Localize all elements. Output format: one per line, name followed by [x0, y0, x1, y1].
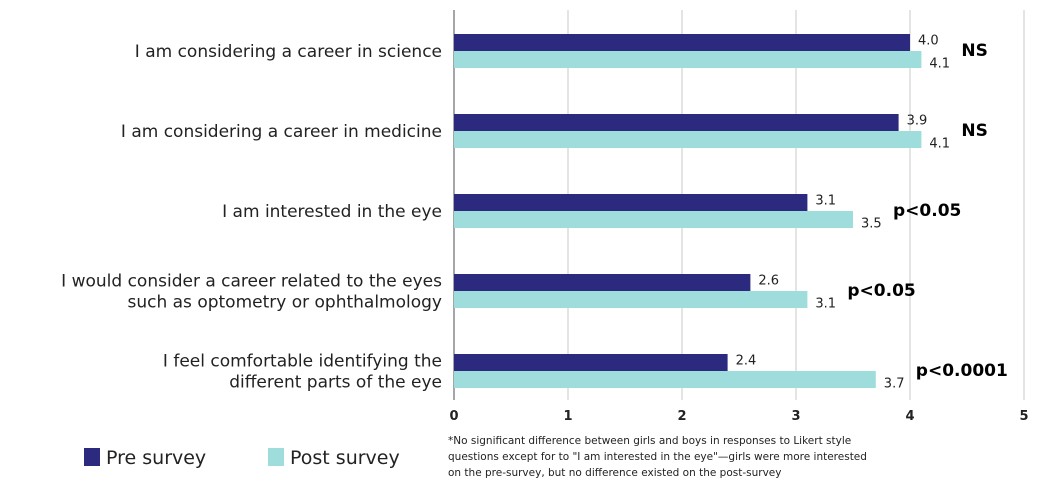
footnote-line: on the pre-survey, but no difference exi… — [448, 467, 781, 479]
category-label: I would consider a career related to the… — [61, 272, 442, 292]
pre-survey-bar — [454, 34, 910, 51]
data-label: 3.7 — [884, 377, 905, 392]
pre-survey-bar — [454, 194, 808, 211]
data-label: 3.1 — [815, 194, 836, 209]
footnote: *No significant difference between girls… — [448, 435, 867, 479]
data-label: 4.0 — [918, 34, 939, 49]
legend-label: Post survey — [290, 447, 400, 469]
pre-survey-bar — [454, 114, 899, 131]
legend-swatch — [84, 448, 100, 466]
significance-label: p<0.05 — [847, 281, 915, 301]
legend: Pre survey Post survey — [84, 447, 400, 469]
pre-survey-bar — [454, 354, 728, 371]
pre-survey-bar — [454, 274, 751, 291]
data-label: 2.4 — [736, 354, 757, 369]
post-survey-bar — [454, 371, 876, 388]
data-label: 2.6 — [758, 274, 779, 289]
significance-label: NS — [961, 41, 987, 61]
category-label: different parts of the eye — [229, 373, 442, 393]
x-tick-label: 3 — [791, 409, 800, 424]
x-tick-label: 5 — [1019, 409, 1028, 424]
significance-label: NS — [961, 121, 987, 141]
x-tick-label: 1 — [563, 409, 572, 424]
category-label: I am considering a career in science — [135, 42, 442, 62]
category-label: I am considering a career in medicine — [121, 122, 442, 142]
legend-swatch — [268, 448, 284, 466]
labels: 0 1 2 3 4 5 I am considering a career in scien… — [61, 34, 1028, 425]
footnote-line: *No significant difference between girls… — [448, 435, 851, 447]
x-tick-label: 0 — [449, 409, 458, 424]
legend-label: Pre survey — [106, 447, 206, 469]
data-label: 4.1 — [929, 57, 950, 72]
x-tick-label: 2 — [677, 409, 686, 424]
category-label: I feel comfortable identifying the — [163, 352, 442, 372]
data-label: 4.1 — [929, 137, 950, 152]
bars — [454, 34, 922, 388]
significance-label: p<0.0001 — [916, 361, 1008, 381]
data-label: 3.1 — [815, 297, 836, 312]
significance-label: p<0.05 — [893, 201, 961, 221]
data-label: 3.5 — [861, 217, 882, 232]
category-label: I am interested in the eye — [222, 202, 442, 222]
x-tick-label: 4 — [905, 409, 914, 424]
post-survey-bar — [454, 131, 922, 148]
data-label: 3.9 — [907, 114, 928, 129]
post-survey-bar — [454, 291, 808, 308]
footnote-line: questions except for to "I am interested… — [448, 451, 867, 463]
category-label: such as optometry or ophthalmology — [127, 293, 442, 313]
post-survey-bar — [454, 211, 853, 228]
post-survey-bar — [454, 51, 922, 68]
